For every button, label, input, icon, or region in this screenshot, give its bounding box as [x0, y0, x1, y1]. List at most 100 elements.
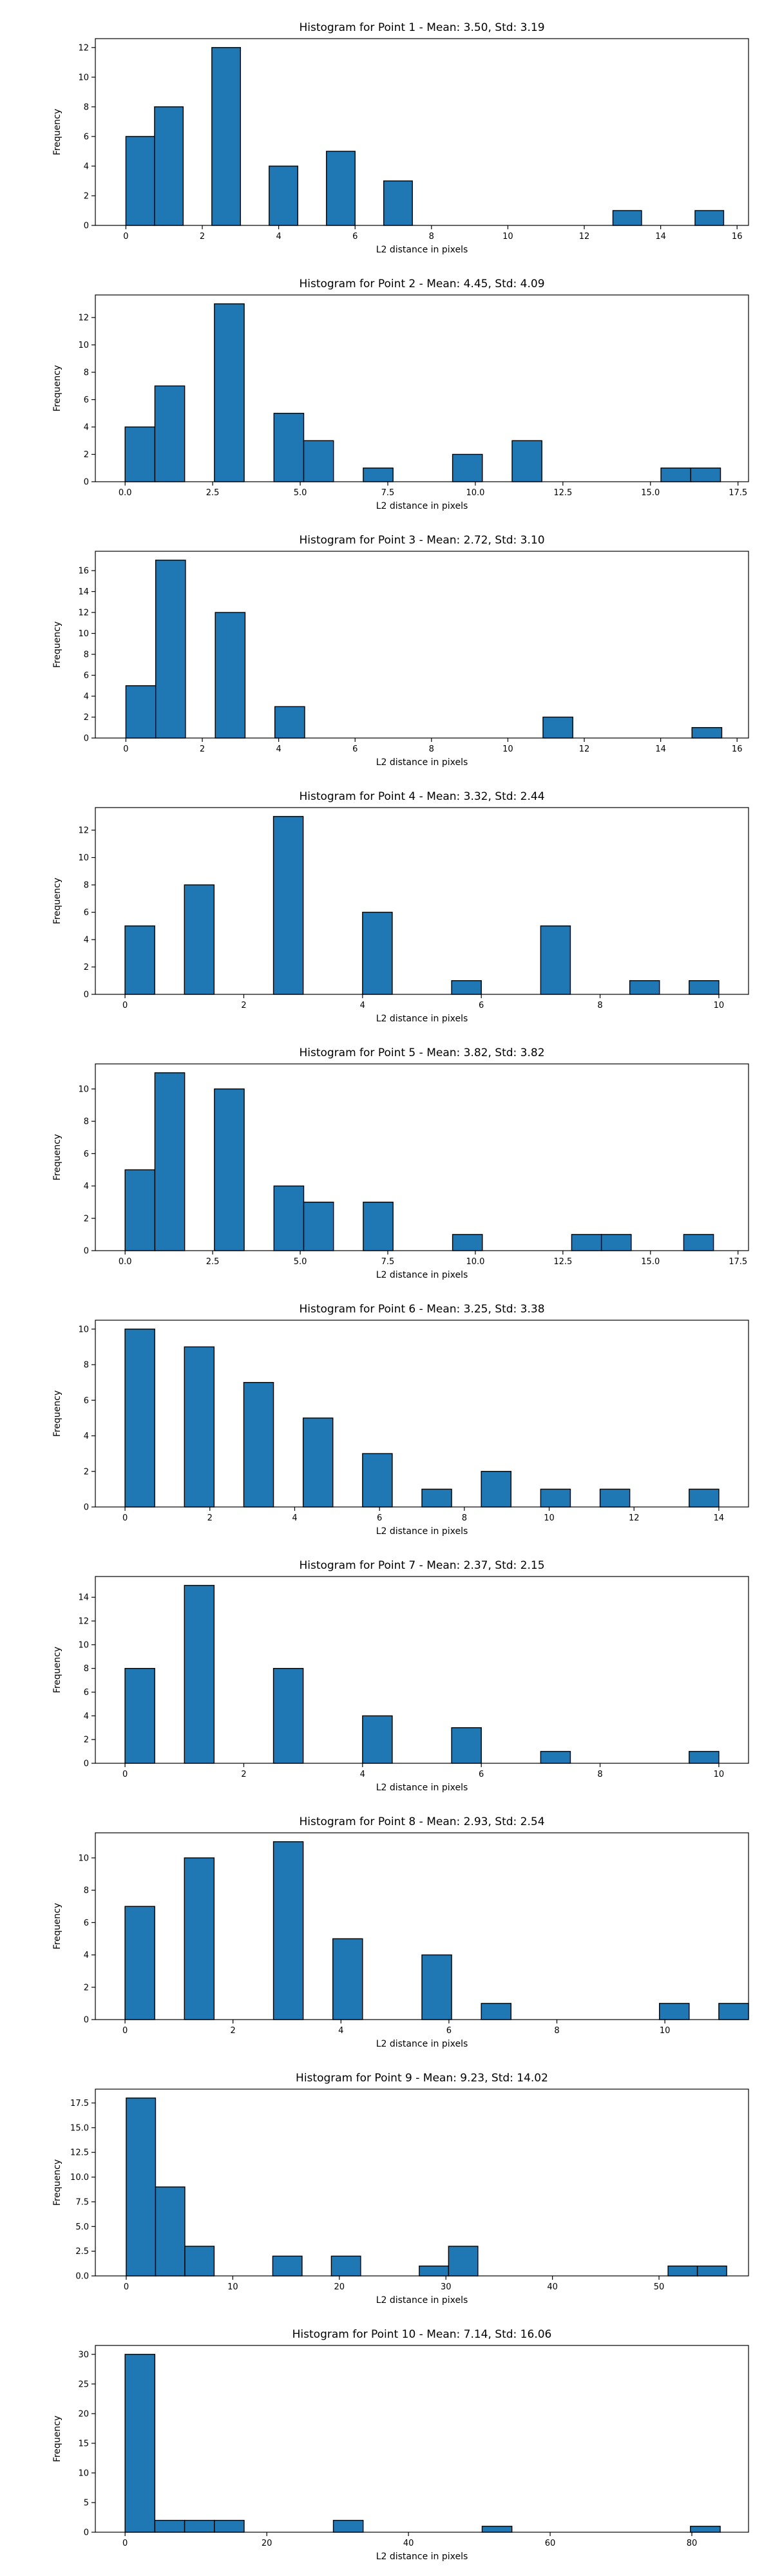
x-tick-label: 16 — [732, 744, 743, 754]
plot-frame — [95, 294, 749, 482]
x-tick-label: 6 — [352, 744, 358, 754]
x-axis-label: L2 distance in pixels — [376, 1526, 468, 1537]
x-tick-label: 10.0 — [466, 1257, 484, 1267]
x-tick-label: 0 — [123, 232, 128, 242]
x-tick-label: 10 — [714, 1001, 725, 1010]
y-tick-label: 12 — [78, 609, 89, 618]
y-tick-label: 15 — [78, 2439, 89, 2448]
histogram-bar — [690, 468, 721, 482]
x-tick-label: 80 — [687, 2539, 698, 2548]
chart-title: Histogram for Point 10 - Mean: 7.14, Std… — [292, 2328, 552, 2341]
x-tick-label: 10 — [502, 744, 513, 754]
y-tick-label: 0 — [84, 2528, 89, 2538]
x-tick-label: 10 — [660, 2026, 671, 2036]
y-tick-label: 14 — [78, 587, 89, 597]
y-axis-label: Frequency — [52, 1647, 62, 1693]
histogram-bar — [155, 560, 186, 739]
histogram-bar — [332, 2519, 364, 2533]
histogram-bar — [691, 727, 723, 739]
chart-title: Histogram for Point 7 - Mean: 2.37, Std:… — [299, 1559, 544, 1572]
x-tick-label: 7.5 — [381, 488, 395, 498]
y-tick-label: 30 — [78, 2350, 89, 2360]
y-tick-label: 16 — [78, 567, 89, 576]
x-tick-label: 10 — [227, 2282, 238, 2292]
histogram-panel-5: Histogram for Point 5 - Mean: 3.82, Std:… — [52, 1046, 749, 1280]
y-tick-label: 10 — [78, 1084, 89, 1094]
x-tick-label: 15.0 — [641, 488, 660, 498]
x-tick-label: 17.5 — [729, 1257, 747, 1267]
x-tick-label: 5.0 — [294, 1257, 307, 1267]
y-tick-label: 8 — [84, 1117, 89, 1127]
histogram-panel-2: Histogram for Point 2 - Mean: 4.45, Std:… — [52, 278, 749, 511]
y-tick-label: 8 — [84, 368, 89, 378]
histogram-bar — [184, 884, 215, 995]
histogram-panel-6: Histogram for Point 6 - Mean: 3.25, Std:… — [52, 1303, 749, 1537]
histogram-bar — [694, 210, 725, 226]
histogram-bar — [124, 1169, 156, 1251]
x-tick-label: 2 — [241, 1001, 246, 1010]
x-tick-label: 40 — [547, 2282, 558, 2292]
histogram-bar — [269, 166, 298, 226]
histogram-bar — [274, 706, 305, 739]
x-tick-label: 2 — [200, 232, 205, 242]
y-tick-label: 10 — [78, 2468, 89, 2478]
x-tick-label: 14 — [714, 1513, 725, 1523]
y-tick-label: 10 — [78, 341, 89, 350]
histogram-bar — [419, 2265, 450, 2277]
histogram-bar — [303, 1201, 334, 1251]
x-tick-label: 10 — [714, 1770, 725, 1779]
histogram-bar — [363, 1201, 394, 1251]
y-tick-label: 2 — [84, 191, 89, 201]
histogram-bar — [303, 440, 334, 482]
y-axis-label: Frequency — [52, 365, 62, 412]
y-tick-label: 6 — [84, 1918, 89, 1928]
histogram-bar — [184, 1585, 215, 1764]
histogram-bar — [154, 2519, 186, 2533]
x-tick-label: 10.0 — [466, 488, 484, 498]
histogram-bar — [660, 468, 691, 482]
x-tick-label: 4 — [360, 1001, 365, 1010]
y-tick-label: 2 — [84, 963, 89, 972]
x-tick-label: 7.5 — [381, 1257, 395, 1267]
histogram-bar — [184, 2246, 215, 2277]
x-axis-label: L2 distance in pixels — [376, 2295, 468, 2306]
plot-frame — [95, 1320, 749, 1508]
y-tick-label: 8 — [84, 1664, 89, 1674]
histogram-panel-10: Histogram for Point 10 - Mean: 7.14, Std… — [52, 2328, 749, 2562]
histogram-bar — [689, 980, 720, 995]
x-tick-label: 8 — [554, 2026, 559, 2036]
histogram-panel-8: Histogram for Point 8 - Mean: 2.93, Std:… — [52, 1815, 749, 2049]
y-tick-label: 0 — [84, 734, 89, 744]
x-tick-label: 4 — [276, 232, 281, 242]
histogram-bar — [696, 2265, 727, 2277]
histogram-bar — [184, 1346, 215, 1508]
histogram-bar — [448, 2246, 479, 2277]
y-tick-label: 10 — [78, 73, 89, 82]
x-tick-label: 15.0 — [641, 1257, 660, 1267]
x-tick-label: 8 — [429, 232, 434, 242]
histogram-bar — [215, 612, 246, 739]
x-tick-label: 0 — [122, 1770, 128, 1779]
y-tick-label: 6 — [84, 671, 89, 681]
chart-title: Histogram for Point 8 - Mean: 2.93, Std:… — [299, 1815, 544, 1828]
x-tick-label: 12.5 — [553, 488, 572, 498]
histogram-bar — [125, 136, 155, 226]
histogram-bar — [154, 106, 184, 226]
chart-title: Histogram for Point 4 - Mean: 3.32, Std:… — [299, 790, 544, 803]
histogram-bar — [481, 2003, 511, 2020]
histogram-bar — [363, 468, 394, 482]
y-tick-label: 8 — [84, 881, 89, 891]
histogram-bar — [362, 1453, 393, 1508]
y-tick-label: 10 — [78, 1640, 89, 1650]
x-tick-label: 2 — [207, 1513, 213, 1523]
histogram-bar — [211, 47, 242, 226]
x-tick-label: 60 — [545, 2539, 556, 2548]
chart-title: Histogram for Point 3 - Mean: 2.72, Std:… — [299, 534, 544, 547]
histogram-panel-3: Histogram for Point 3 - Mean: 2.72, Std:… — [52, 534, 749, 768]
plot-frame — [95, 551, 749, 739]
histogram-bar — [184, 1857, 215, 2020]
histogram-bar — [273, 1185, 305, 1251]
histogram-bar — [125, 685, 157, 739]
histogram-bar — [451, 980, 482, 995]
histogram-bar — [571, 1234, 602, 1251]
